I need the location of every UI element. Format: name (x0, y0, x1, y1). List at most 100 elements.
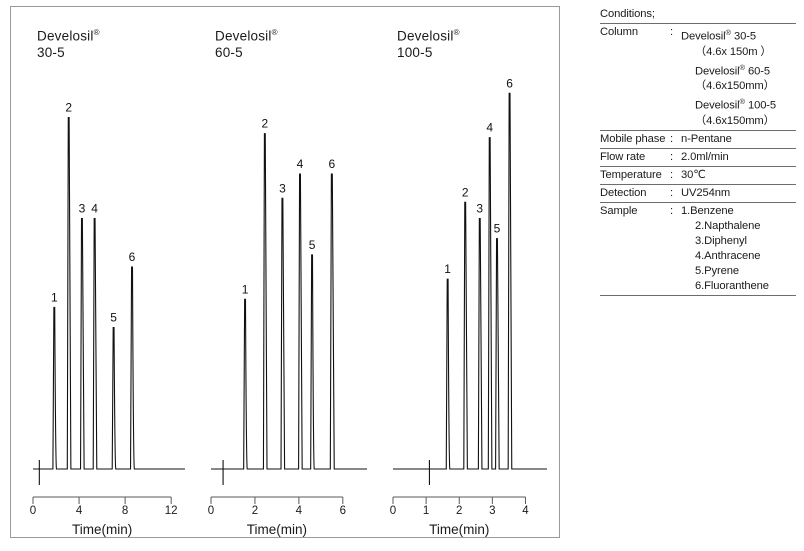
registered-trademark-icon: ® (739, 62, 746, 72)
divider (600, 295, 796, 301)
peak-label-5: 5 (110, 311, 117, 325)
peak-label-6: 6 (129, 250, 136, 264)
conditions-value-line: （4.6x150mm） (695, 80, 775, 93)
panel-develosil-30-5: Develosil® 30-5 1 2 3 4 5 6 0 4 8 12 Time(min) (19, 7, 197, 539)
panel-title-line2: 60-5 (215, 44, 243, 60)
conditions-value-line: Develosil® 100-5 (695, 97, 777, 113)
x-tick-label-develosil-100-5-1: 1 (422, 505, 430, 517)
conditions-value-line: 5.Pyrene (695, 265, 739, 278)
conditions-key-detection: Detection (600, 184, 670, 203)
panel-title-line2: 100-5 (397, 44, 433, 60)
conditions-value-line: UV254nm (681, 187, 731, 200)
panel-title-line1: Develosil (37, 28, 94, 44)
registered-trademark-icon: ® (271, 28, 278, 37)
conditions-value-sample: 1.Benzene 2.Napthalene 3.Diphenyl 4.Anthrac… (681, 202, 796, 296)
peak-label-5: 5 (309, 238, 316, 252)
conditions-value-flow-rate: 2.0ml/min (681, 148, 796, 167)
x-axis-caption-develosil-100-5: Time(min) (429, 522, 490, 537)
conditions-colon: : (670, 184, 681, 203)
conditions-value-line: （4.6x150mm） (695, 115, 775, 128)
peak-label-5: 5 (494, 222, 501, 236)
panel-title-develosil-30-5: Develosil® 30-5 (37, 25, 100, 61)
x-tick-label-develosil-30-5-4: 4 (75, 505, 83, 517)
conditions-table: Conditions; Column: Develosil® 30-5 （4.6x 1… (600, 6, 796, 301)
panel-title-line1: Develosil (397, 28, 454, 44)
peak-label-2: 2 (462, 185, 469, 199)
peak-label-4: 4 (91, 202, 98, 216)
panel-title-develosil-60-5: Develosil® 60-5 (215, 25, 278, 61)
conditions-value-line: 3.Diphenyl (695, 235, 747, 248)
peak-label-3: 3 (476, 202, 483, 216)
x-axis-caption-develosil-30-5: Time(min) (71, 522, 133, 537)
conditions-footer-rule (600, 295, 796, 301)
conditions-row: Sample:1.Benzene 2.Napthalene 3.Diphenyl 4.… (600, 202, 796, 296)
x-tick-label-develosil-30-5-12: 12 (164, 505, 178, 517)
conditions-header-row: Conditions; (600, 6, 796, 24)
conditions-key-temperature: Temperature (600, 166, 670, 185)
peak-label-6: 6 (506, 76, 513, 90)
x-tick-label-develosil-60-5-0: 0 (207, 505, 215, 517)
x-tick-label-develosil-60-5-2: 2 (251, 505, 259, 517)
axis-line-develosil-30-5 (19, 496, 197, 514)
panel-develosil-100-5: Develosil® 100-5 1 2 3 4 5 6 0 1 2 3 4 Time(min) (379, 7, 559, 539)
conditions-value-line: Develosil® 60-5 (695, 62, 770, 78)
conditions-value-line: n-Pentane (681, 133, 732, 146)
conditions-value-line: 1.Benzene (681, 205, 734, 218)
conditions-value-line: 6.Fluoranthene (695, 280, 769, 293)
x-tick-label-develosil-30-5-8: 8 (121, 505, 129, 517)
registered-trademark-icon: ® (725, 28, 732, 37)
x-axis-develosil-100-5 (392, 496, 526, 504)
conditions-row: Detection: UV254nm (600, 184, 796, 203)
registered-trademark-icon: ® (453, 28, 460, 37)
conditions-value-mobile-phase: n-Pentane (681, 130, 796, 149)
conditions-colon: : (670, 166, 681, 185)
x-tick-label-develosil-30-5-0: 0 (29, 505, 37, 517)
conditions-key-mobile-phase: Mobile phase (600, 130, 670, 149)
panel-title-line2: 30-5 (37, 44, 65, 60)
conditions-colon: : (670, 22, 681, 131)
peak-label-1: 1 (444, 262, 451, 276)
x-axis-develosil-30-5 (32, 496, 172, 504)
x-tick-label-develosil-60-5-4: 4 (295, 505, 303, 517)
chromatogram-figure-box: Develosil® 30-5 1 2 3 4 5 6 0 4 8 12 Time(min) Develo… (10, 6, 560, 538)
x-tick-label-develosil-100-5-0: 0 (389, 505, 397, 517)
x-tick-label-develosil-60-5-6: 6 (339, 505, 347, 517)
conditions-row: Flow rate:2.0ml/min (600, 148, 796, 167)
conditions-value-line: 4.Anthracene (695, 250, 761, 263)
peak-label-4: 4 (297, 157, 304, 171)
panel-title-develosil-100-5: Develosil® 100-5 (397, 25, 460, 61)
panel-title-line1: Develosil (215, 28, 272, 44)
conditions-value-line: （4.6x 150m ） (695, 45, 772, 58)
conditions-header-label: Conditions; (600, 8, 655, 20)
conditions-value-line: 2.0ml/min (681, 151, 729, 164)
peak-label-1: 1 (242, 282, 249, 296)
conditions-row: Temperature:30℃ (600, 166, 796, 185)
peak-label-1: 1 (51, 290, 58, 304)
conditions-value-line: Develosil® 30-5 (681, 28, 756, 43)
conditions-key-flow-rate: Flow rate (600, 148, 670, 167)
chromatogram-trace-develosil-30-5: 1 2 3 4 5 6 (33, 101, 185, 485)
conditions-value-temperature: 30℃ (681, 166, 796, 185)
chromatogram-trace-develosil-60-5: 1 2 34 5 6 (211, 117, 367, 485)
conditions-grid: Conditions; Column: Develosil® 30-5 （4.6x 1… (600, 6, 796, 301)
conditions-key-column: Column (600, 22, 670, 131)
conditions-value-detection: UV254nm (681, 184, 796, 203)
peak-label-3: 3 (79, 202, 86, 216)
conditions-colon: : (670, 130, 681, 149)
conditions-value-line: 30℃ (681, 169, 706, 182)
conditions-row: Column: Develosil® 30-5 （4.6x 150m ） Develo… (600, 22, 796, 131)
conditions-colon: : (670, 202, 681, 296)
conditions-key-sample: Sample (600, 202, 670, 296)
conditions-row: Mobile phase: n-Pentane (600, 130, 796, 149)
axis-line-develosil-100-5 (379, 496, 559, 514)
x-tick-label-develosil-100-5-4: 4 (522, 505, 529, 517)
peak-label-2: 2 (65, 101, 72, 115)
peak-label-2: 2 (261, 117, 268, 131)
panel-develosil-60-5: Develosil® 60-5 1 2 3 4 5 6 0 2 4 6 Time(min) (197, 7, 379, 539)
x-tick-label-develosil-100-5-3: 3 (489, 505, 496, 517)
peak-label-6: 6 (329, 157, 336, 171)
x-axis-caption-develosil-60-5: Time(min) (246, 522, 308, 537)
